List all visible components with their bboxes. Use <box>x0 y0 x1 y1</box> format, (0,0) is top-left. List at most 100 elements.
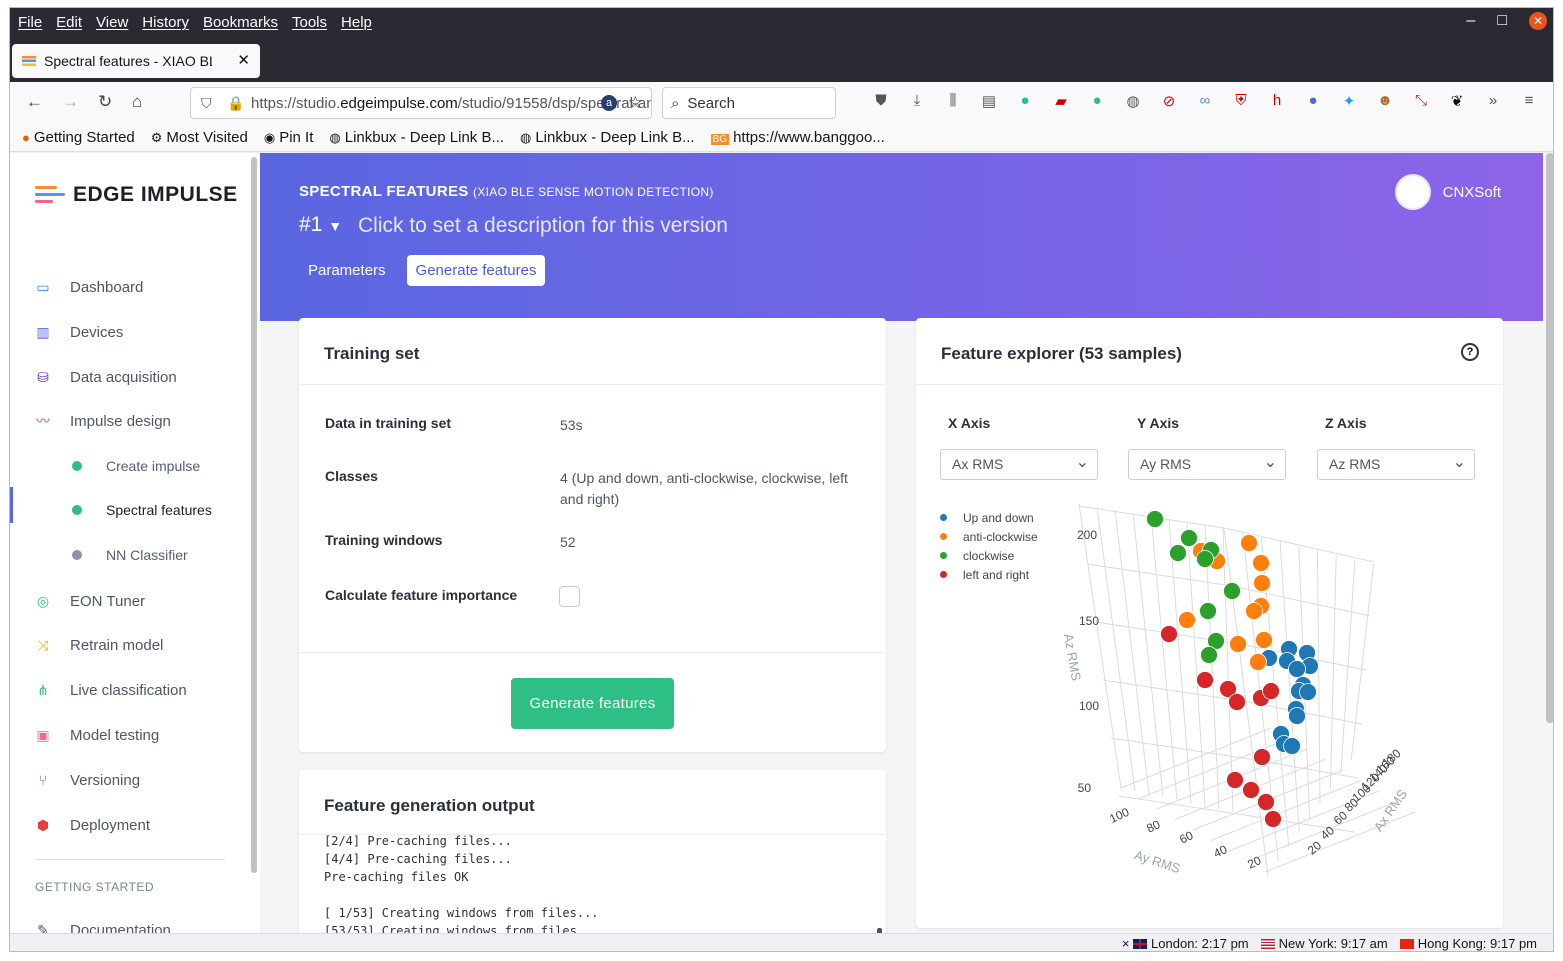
url-bar[interactable]: ⛉ 🔒 https://studio. edgeimpulse.com/studi… <box>190 87 652 119</box>
lock-icon[interactable]: 🔒 <box>227 95 245 111</box>
reader-icon[interactable]: ▤ <box>981 93 997 110</box>
sidebar-item-label: Retrain model <box>70 636 164 654</box>
bookmark-linkbux-2[interactable]: ◍ Linkbux - Deep Link B... <box>520 129 695 146</box>
ax-tick-label: 40 <box>1318 823 1337 843</box>
bookmark-pin-it[interactable]: ◉ Pin It <box>263 129 314 146</box>
sidebar-item-dashboard[interactable]: ▭ Dashboard <box>34 278 143 296</box>
sidebar-item-eon-tuner[interactable]: ◎ EON Tuner <box>34 592 145 610</box>
maximize-icon[interactable]: □ <box>1497 12 1507 29</box>
bookmark-banggood[interactable]: BG https://www.banggoo... <box>710 129 885 146</box>
log-scrollbar[interactable] <box>877 928 882 933</box>
home-icon[interactable]: ⌂ <box>132 92 143 111</box>
search-placeholder: Search <box>687 94 735 112</box>
bookmark-getting-started[interactable]: ● Getting Started <box>22 129 135 146</box>
legend-swatch <box>940 552 947 559</box>
grid-line <box>1096 506 1136 792</box>
menu-bookmarks[interactable]: Bookmarks <box>202 14 278 31</box>
tab-generate-features[interactable]: Generate features <box>406 255 546 286</box>
x-axis-select[interactable]: Ax RMS <box>940 449 1098 480</box>
gnome-extension-icon[interactable]: ❦ <box>1450 93 1464 110</box>
bookmark-most-visited[interactable]: ⚙ Most Visited <box>150 129 248 146</box>
menu-help[interactable]: Help <box>341 14 372 31</box>
globe-extension-icon[interactable]: ◍ <box>1126 93 1140 110</box>
pocket-icon[interactable]: ⛊ <box>875 92 887 109</box>
pen-extension-icon[interactable]: ▰ <box>1055 93 1067 110</box>
feature-importance-checkbox[interactable] <box>559 586 580 607</box>
data-point <box>1196 550 1214 568</box>
sidebar-item-deployment[interactable]: ⬢ Deployment <box>34 816 150 834</box>
overflow-chevron-icon[interactable]: » <box>1488 92 1498 109</box>
data-point <box>1283 737 1301 755</box>
grammarly-icon[interactable]: ● <box>1020 92 1030 109</box>
shield-icon[interactable]: ⛉ <box>201 95 212 111</box>
sidebar-item-label: Model testing <box>70 726 160 744</box>
library-icon[interactable]: ⫼ <box>949 92 957 109</box>
menu-view[interactable]: View <box>96 14 129 31</box>
new-tab-icon[interactable]: + <box>246 46 259 71</box>
feature-scatter-plot[interactable]: 5010015020020406080100204060801001201401… <box>916 318 1503 928</box>
search-input[interactable]: ⌕ Search <box>662 87 836 119</box>
sidebar-item-data-acquisition[interactable]: ⛁ Data acquisition <box>34 368 177 386</box>
page-header: SPECTRAL FEATURES (XIAO BLE SENSE MOTION… <box>260 153 1543 321</box>
sidebar-item-documentation[interactable]: ✎ Documentation <box>34 921 171 934</box>
version-description[interactable]: Click to set a description for this vers… <box>358 214 728 237</box>
legend-item[interactable]: anti-clockwise <box>940 527 1038 546</box>
block-extension-icon[interactable]: ⊘ <box>1162 93 1176 110</box>
sidebar-item-retrain-model[interactable]: ⤨ Retrain model <box>34 636 163 654</box>
monkey-extension-icon[interactable]: ☻ <box>1377 92 1393 109</box>
bookmark-star-icon[interactable]: ☆ <box>627 93 643 112</box>
twitter-icon[interactable]: ✦ <box>1342 93 1356 110</box>
user-menu[interactable]: CNXSoft <box>1394 174 1501 210</box>
close-window-icon[interactable]: ✕ <box>1529 12 1547 30</box>
accessibility-icon[interactable]: a <box>601 95 617 111</box>
arrows-extension-icon[interactable]: ⤡ <box>1414 92 1427 109</box>
data-point <box>1229 635 1247 653</box>
menu-tools[interactable]: Tools <box>291 14 328 31</box>
sidebar-scrollbar[interactable] <box>251 157 257 873</box>
grid-line <box>1329 554 1337 790</box>
edge-impulse-logo[interactable]: EDGE IMPULSE <box>35 183 238 207</box>
log-line: [2/4] Pre-caching files... <box>324 834 512 848</box>
menu-edit[interactable]: Edit <box>56 14 83 31</box>
tab-parameters[interactable]: Parameters <box>308 262 386 279</box>
chat-extension-icon[interactable]: ● <box>1092 92 1102 109</box>
browser-tab[interactable]: Spectral features - XIAO BLE SENSE MOTIO… <box>12 44 260 78</box>
logo-icon <box>35 184 65 206</box>
z-axis-select[interactable]: Az RMS <box>1317 449 1475 480</box>
forward-icon[interactable]: → <box>62 92 79 111</box>
sidebar-item-impulse-design[interactable]: 〰 Impulse design <box>34 412 171 430</box>
y-axis-select[interactable]: Ay RMS <box>1128 449 1286 480</box>
sidebar-item-versioning[interactable]: ⑂ Versioning <box>34 771 140 789</box>
legend-item[interactable]: clockwise <box>940 546 1038 565</box>
sidebar-subitem-spectral-features[interactable]: Spectral features <box>72 502 212 518</box>
planet-extension-icon[interactable]: ● <box>1308 92 1318 109</box>
back-icon[interactable]: ← <box>26 92 43 111</box>
sidebar-subitem-create-impulse[interactable]: Create impulse <box>72 458 200 474</box>
help-icon[interactable]: ? <box>1461 343 1479 361</box>
menu-history[interactable]: History <box>142 14 189 31</box>
menu-bar: File Edit View History Bookmarks Tools Help – … <box>10 8 1553 38</box>
reload-icon[interactable]: ↻ <box>98 92 113 111</box>
sidebar-subitem-nn-classifier[interactable]: NN Classifier <box>72 547 188 563</box>
hamburger-menu-icon[interactable]: ≡ <box>1524 92 1534 109</box>
legend-item[interactable]: left and right <box>940 565 1038 584</box>
data-point <box>1264 810 1282 828</box>
output-log: [2/4] Pre-caching files... [4/4] Pre-cach… <box>324 832 599 933</box>
user-name: CNXSoft <box>1442 183 1501 201</box>
bookmark-linkbux-1[interactable]: ◍ Linkbux - Deep Link B... <box>329 129 504 146</box>
version-selector[interactable]: #1 ▼ <box>299 213 342 237</box>
sidebar-item-model-testing[interactable]: ▣ Model testing <box>34 726 159 744</box>
link-extension-icon[interactable]: ∞ <box>1199 92 1211 109</box>
h-extension-icon[interactable]: h <box>1272 92 1282 109</box>
close-tab-icon[interactable]: ✕ <box>237 52 250 69</box>
legend-item[interactable]: Up and down <box>940 508 1038 527</box>
download-icon[interactable]: ⤓ <box>913 92 921 109</box>
clock-hongkong-text: Hong Kong: 9:17 pm <box>1417 936 1537 951</box>
ublock-icon[interactable]: ⛨ <box>1235 92 1247 109</box>
main-scrollbar[interactable] <box>1546 153 1553 723</box>
minimize-icon[interactable]: – <box>1466 12 1476 29</box>
generate-features-button[interactable]: Generate features <box>511 678 674 729</box>
sidebar-item-devices[interactable]: ▥ Devices <box>34 323 123 341</box>
sidebar-item-live-classification[interactable]: ⋔ Live classification <box>34 681 187 699</box>
menu-file[interactable]: File <box>18 14 43 31</box>
